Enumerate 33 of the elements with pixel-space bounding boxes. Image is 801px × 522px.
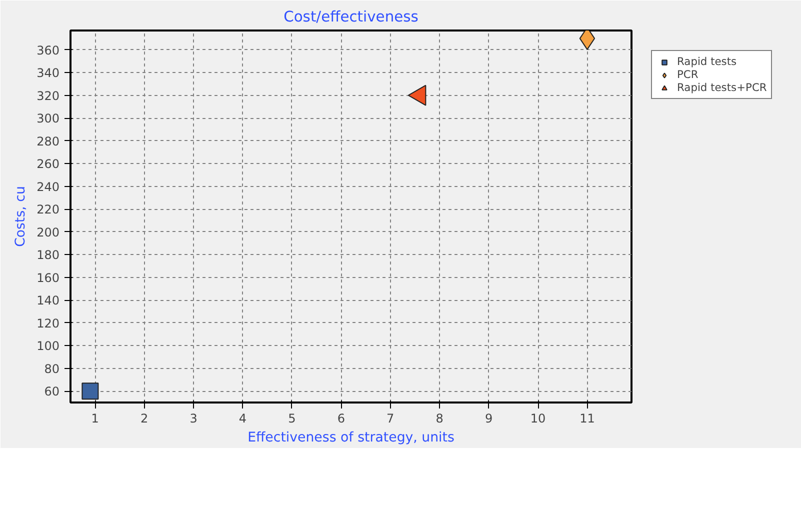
x-tick-label: 7 — [386, 412, 394, 426]
legend-label: Rapid tests+PCR — [677, 81, 767, 94]
y-tick-label: 180 — [36, 248, 60, 262]
y-tick-label: 240 — [36, 180, 60, 194]
y-tick-label: 340 — [36, 66, 60, 80]
x-tick-label: 3 — [190, 412, 198, 426]
x-tick-label: 6 — [337, 412, 345, 426]
y-tick-label: 300 — [36, 112, 60, 126]
x-axis-title: Effectiveness of strategy, units — [248, 430, 454, 446]
x-tick-label: 9 — [484, 412, 493, 426]
y-tick-label: 320 — [36, 88, 60, 103]
y-tick-label: 60 — [44, 384, 60, 399]
legend-label: Rapid tests — [677, 55, 737, 68]
x-tick-label: 8 — [436, 412, 444, 426]
y-tick-label: 260 — [36, 157, 60, 172]
legend-label: PCR — [677, 68, 698, 81]
y-tick-label: 80 — [44, 362, 60, 376]
x-tick-label: 10 — [530, 412, 546, 426]
y-tick-label: 100 — [36, 339, 60, 354]
y-tick-label: 120 — [36, 316, 60, 330]
x-tick-label: 5 — [288, 412, 296, 426]
y-tick-label: 140 — [36, 294, 60, 308]
x-tick-label: 2 — [140, 412, 148, 426]
x-tick-label: 11 — [580, 412, 595, 426]
y-tick-label: 200 — [36, 225, 60, 240]
chart-title: Cost/effectiveness — [284, 8, 418, 26]
y-tick-label: 160 — [36, 270, 60, 285]
y-tick-label: 220 — [36, 202, 60, 217]
y-tick-label: 360 — [36, 43, 60, 58]
y-axis-title: Costs, cu — [14, 186, 29, 247]
x-tick-label: 4 — [238, 412, 247, 426]
y-tick-label: 280 — [36, 134, 60, 148]
x-tick-label: 1 — [91, 412, 99, 426]
